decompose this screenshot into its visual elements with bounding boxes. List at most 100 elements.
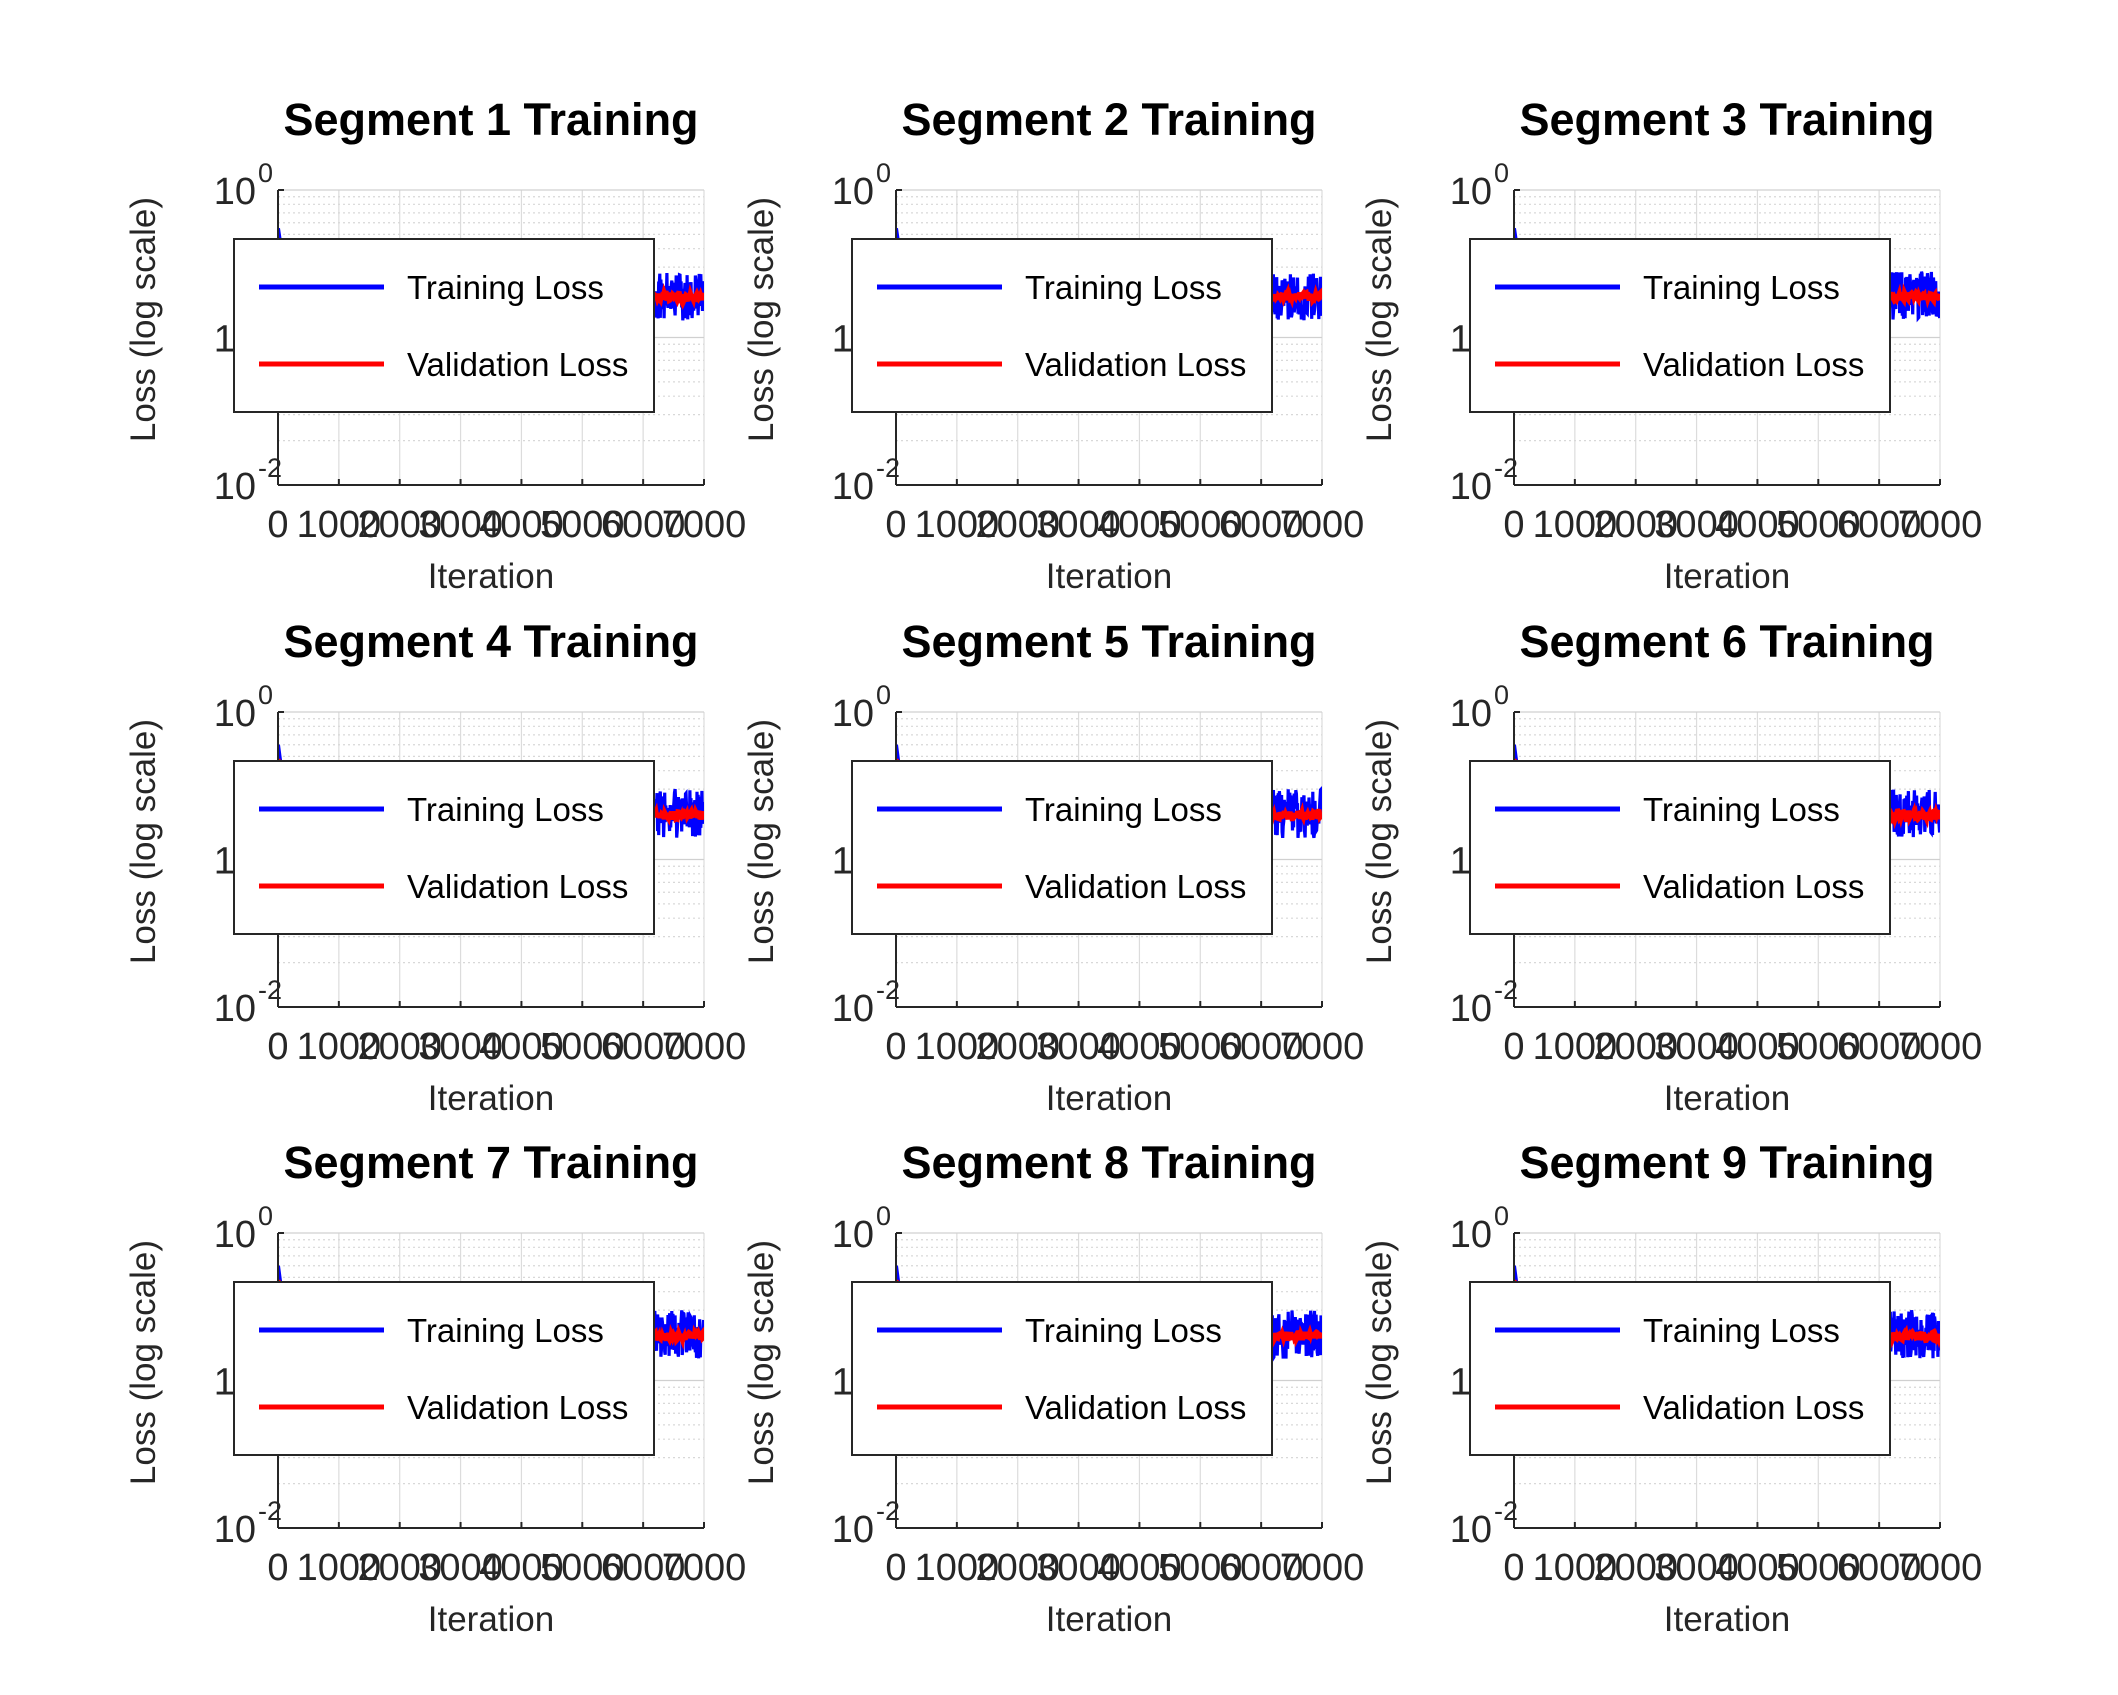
legend-box <box>1469 238 1891 413</box>
legend: Training Loss Validation Loss <box>233 1281 655 1456</box>
legend-label-training: Training Loss <box>1643 1312 1840 1349</box>
legend: Training Loss Validation Loss <box>233 760 655 935</box>
x-tick-label: 4000 <box>1097 504 1182 546</box>
x-tick-label: 3000 <box>418 1547 503 1589</box>
x-tick-label: 0 <box>885 1026 906 1068</box>
x-tick-label: 4000 <box>479 504 564 546</box>
x-tick-label: 1000 <box>297 504 382 546</box>
legend-box <box>233 1281 655 1456</box>
x-tick-label: 3000 <box>1036 1026 1121 1068</box>
y-tick-base: 10 <box>1450 171 1492 213</box>
x-tick-label: 1000 <box>297 1547 382 1589</box>
x-tick-label: 2000 <box>1593 504 1678 546</box>
x-tick-label: 2000 <box>1593 1026 1678 1068</box>
x-tick-label: 1000 <box>297 1026 382 1068</box>
x-tick-label: 7000 <box>1898 504 1983 546</box>
legend-label-validation: Validation Loss <box>1025 1389 1246 1426</box>
x-tick-label: 4000 <box>479 1026 564 1068</box>
x-tick-label: 3000 <box>1654 504 1739 546</box>
y-tick-exponent: 0 <box>876 1201 891 1231</box>
x-tick-label: 7000 <box>1898 1026 1983 1068</box>
x-tick-label: 6000 <box>1219 1547 1304 1589</box>
y-axis-label: Loss (log scale) <box>1360 1240 1399 1485</box>
x-tick-label: 0 <box>267 1547 288 1589</box>
legend: Training Loss Validation Loss <box>233 238 655 413</box>
y-tick-label: 10 <box>832 988 874 1030</box>
x-tick-label: 5000 <box>540 504 625 546</box>
legend-box <box>851 760 1273 935</box>
x-tick-label: 7000 <box>1898 1547 1983 1589</box>
y-tick-base: 10 <box>1450 988 1492 1030</box>
y-tick-label: 10 <box>832 693 874 735</box>
legend: Training Loss Validation Loss <box>851 238 1273 413</box>
legend-label-validation: Validation Loss <box>407 1389 628 1426</box>
subplot-3: 0100020003000400050006000700010-210-1100… <box>1360 94 1982 596</box>
x-tick-label: 0 <box>1503 1547 1524 1589</box>
subplot-2: 0100020003000400050006000700010-210-1100… <box>742 94 1364 596</box>
y-tick-label: 10 <box>214 988 256 1030</box>
legend-box <box>233 238 655 413</box>
x-tick-label: 6000 <box>1837 504 1922 546</box>
y-tick-label: 10 <box>1450 1214 1492 1256</box>
chart-title: Segment 4 Training <box>283 616 698 667</box>
x-tick-label: 7000 <box>662 504 747 546</box>
legend-box <box>851 1281 1273 1456</box>
y-tick-exponent: 0 <box>258 1201 273 1231</box>
y-tick-label: 10 <box>214 1214 256 1256</box>
y-tick-exponent: 0 <box>1494 680 1509 710</box>
y-tick-base: 10 <box>214 1214 256 1256</box>
y-tick-exponent: -2 <box>876 453 900 483</box>
y-tick-label: 10 <box>1450 693 1492 735</box>
legend: Training Loss Validation Loss <box>851 1281 1273 1456</box>
x-tick-label: 1000 <box>915 504 1000 546</box>
x-axis-label: Iteration <box>1664 1600 1790 1639</box>
y-tick-base: 10 <box>832 466 874 508</box>
y-tick-base: 10 <box>832 1509 874 1551</box>
x-tick-label: 6000 <box>1837 1547 1922 1589</box>
legend-label-validation: Validation Loss <box>1643 868 1864 905</box>
x-tick-label: 0 <box>885 504 906 546</box>
x-tick-label: 6000 <box>1219 1026 1304 1068</box>
x-tick-label: 3000 <box>1036 504 1121 546</box>
y-tick-label: 10 <box>832 1509 874 1551</box>
x-axis-label: Iteration <box>428 1600 554 1639</box>
legend-label-training: Training Loss <box>407 1312 604 1349</box>
y-tick-base: 10 <box>832 693 874 735</box>
y-axis-label: Loss (log scale) <box>742 1240 781 1485</box>
x-tick-label: 5000 <box>1776 1547 1861 1589</box>
x-axis-label: Iteration <box>1046 1079 1172 1118</box>
legend: Training Loss Validation Loss <box>1469 760 1891 935</box>
y-axis-label: Loss (log scale) <box>1360 197 1399 442</box>
y-tick-exponent: -2 <box>258 453 282 483</box>
y-tick-label: 10 <box>1450 988 1492 1030</box>
y-tick-base: 10 <box>832 1214 874 1256</box>
legend-box <box>851 238 1273 413</box>
legend-label-training: Training Loss <box>407 269 604 306</box>
x-tick-label: 6000 <box>1219 504 1304 546</box>
y-tick-base: 10 <box>832 988 874 1030</box>
y-tick-base: 10 <box>832 171 874 213</box>
x-tick-label: 1000 <box>1533 504 1618 546</box>
x-tick-label: 5000 <box>1158 1547 1243 1589</box>
legend-label-training: Training Loss <box>1025 791 1222 828</box>
legend-box <box>1469 760 1891 935</box>
x-tick-label: 6000 <box>601 1026 686 1068</box>
x-tick-label: 3000 <box>1036 1547 1121 1589</box>
x-tick-label: 5000 <box>540 1547 625 1589</box>
x-tick-label: 5000 <box>1776 1026 1861 1068</box>
legend-box <box>233 760 655 935</box>
y-tick-exponent: -2 <box>258 975 282 1005</box>
x-tick-label: 5000 <box>540 1026 625 1068</box>
y-tick-label: 10 <box>214 466 256 508</box>
x-tick-label: 0 <box>1503 504 1524 546</box>
x-tick-label: 0 <box>267 504 288 546</box>
y-tick-base: 10 <box>214 466 256 508</box>
y-tick-label: 10 <box>1450 466 1492 508</box>
y-tick-exponent: 0 <box>1494 158 1509 188</box>
y-axis-label: Loss (log scale) <box>742 719 781 964</box>
y-axis-label: Loss (log scale) <box>124 197 163 442</box>
chart-title: Segment 5 Training <box>901 616 1316 667</box>
x-tick-label: 2000 <box>357 1026 442 1068</box>
x-tick-label: 5000 <box>1158 1026 1243 1068</box>
